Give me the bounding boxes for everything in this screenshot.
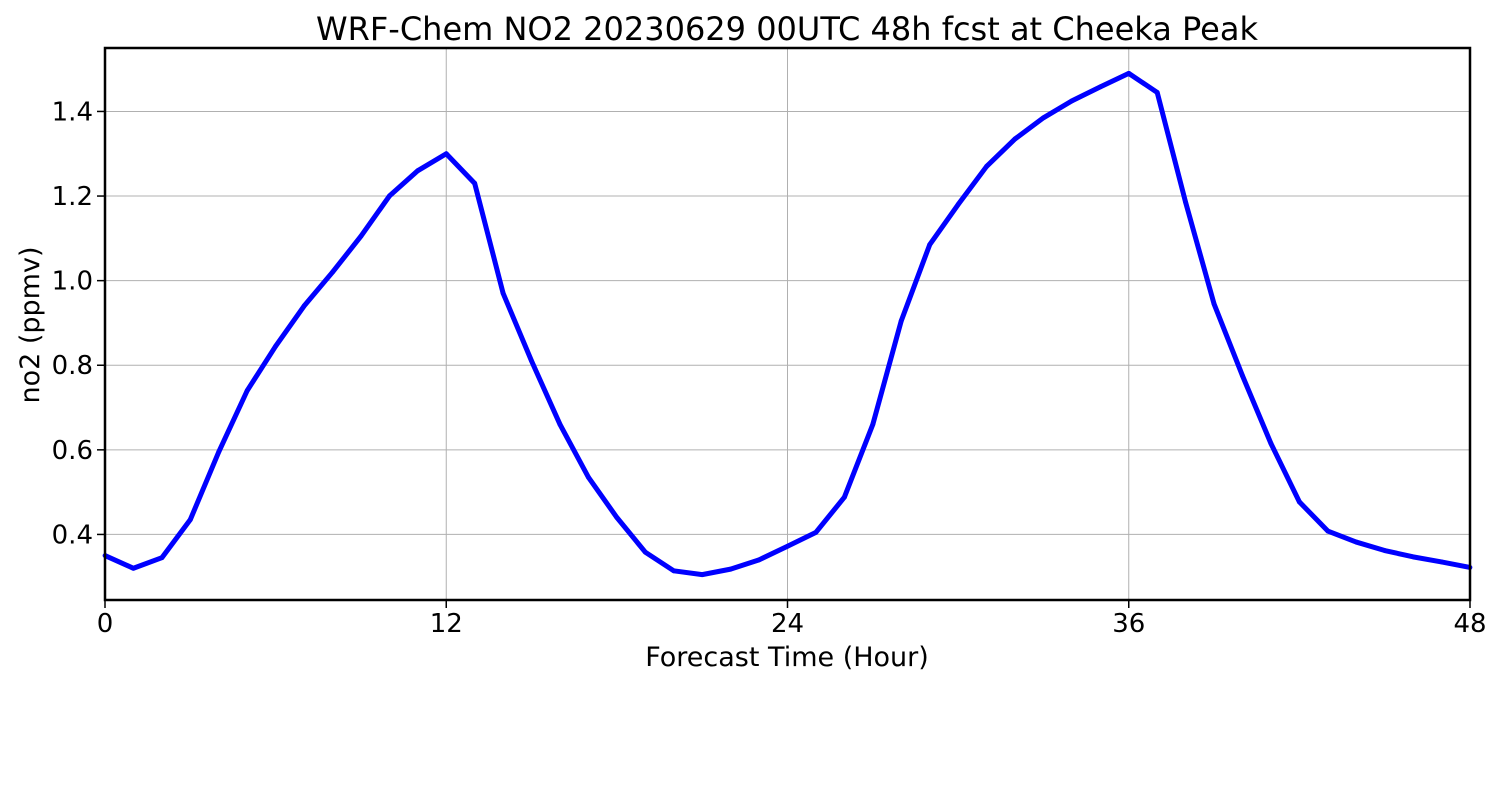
no2-data-point	[984, 164, 989, 169]
no2-data-point	[131, 565, 136, 571]
x-tick-label: 0	[97, 609, 114, 639]
no2-data-point	[813, 529, 819, 535]
no2-data-point	[1211, 301, 1217, 307]
y-tick-label: 0.8	[52, 351, 93, 381]
y-axis-label: no2 (ppmv)	[15, 246, 46, 403]
x-tick-label: 48	[1453, 609, 1486, 639]
no2-data-point	[1382, 548, 1388, 553]
no2-data-point	[273, 343, 279, 349]
no2-data-point	[529, 358, 534, 364]
chart-title: WRF-Chem NO2 20230629 00UTC 48h fcst at …	[316, 10, 1258, 48]
no2-data-point	[785, 543, 790, 549]
no2-data-point	[159, 555, 165, 561]
no2-data-point	[1126, 70, 1132, 76]
no2-data-point	[1268, 441, 1274, 446]
no2-data-point	[557, 422, 563, 427]
no2-data-point	[1154, 90, 1160, 95]
no2-data-point	[955, 202, 961, 207]
no2-data-point	[1041, 115, 1046, 121]
y-tick-label: 0.4	[52, 520, 93, 550]
no2-data-point	[472, 180, 478, 186]
no2-data-point	[1183, 199, 1189, 205]
no2-data-point	[1325, 528, 1331, 534]
no2-data-point	[330, 269, 335, 275]
no2-data-point	[500, 290, 506, 296]
no2-data-point	[443, 151, 449, 157]
no2-data-point	[358, 233, 364, 239]
no2-data-point	[1353, 539, 1359, 545]
y-tick-label: 0.6	[52, 436, 93, 466]
no2-data-point	[841, 494, 847, 500]
no2-data-point	[586, 474, 591, 480]
no2-data-point	[870, 422, 876, 427]
no2-data-point	[1410, 554, 1416, 560]
no2-data-point	[1439, 559, 1444, 565]
axis-ticks: 0 12 24 36 48 0.4 0.6 0.8 1.0 1.2 1.4	[52, 97, 1487, 639]
no2-data-point	[898, 318, 904, 324]
no2-data-point	[927, 242, 933, 248]
no2-data-point	[1097, 84, 1103, 90]
no2-data-point	[386, 193, 392, 199]
no2-data-point	[1296, 499, 1302, 505]
y-tick-label: 1.2	[52, 182, 93, 212]
no2-data-point	[1240, 373, 1245, 379]
x-tick-label: 36	[1112, 609, 1145, 639]
x-axis-label: Forecast Time (Hour)	[645, 642, 929, 673]
x-tick-label: 12	[430, 609, 463, 639]
y-tick-label: 1.4	[52, 97, 93, 127]
y-tick-label: 1.0	[52, 267, 93, 297]
no2-data-point	[415, 168, 421, 174]
no2-data-point	[301, 303, 307, 309]
x-tick-label: 24	[771, 609, 804, 639]
no2-data-point	[187, 517, 193, 523]
grid-lines	[104, 48, 1471, 600]
no2-data-point	[1012, 136, 1018, 142]
no2-data-point	[216, 449, 222, 455]
no2-data-point	[728, 566, 734, 572]
no2-data-point	[671, 568, 677, 574]
no2-data-point	[614, 515, 620, 520]
no2-data-point	[699, 572, 705, 578]
no2-data-point	[642, 549, 648, 555]
no2-data-point	[244, 388, 250, 394]
no2-data-point	[756, 557, 762, 563]
no2-data-point	[1069, 98, 1075, 104]
